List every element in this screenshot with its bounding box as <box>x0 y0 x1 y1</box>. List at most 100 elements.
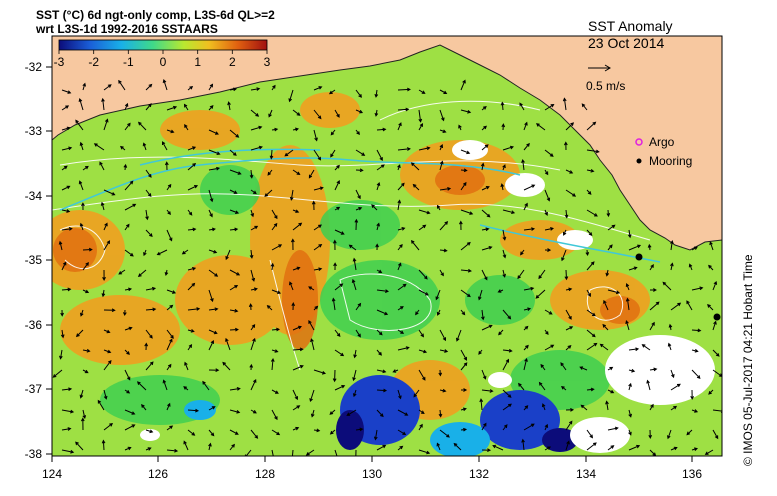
velocity-arrow <box>544 169 549 176</box>
y-tick-label: -35 <box>25 253 43 267</box>
velocity-arrow <box>544 209 548 216</box>
velocity-arrow <box>291 302 296 311</box>
velocity-arrow <box>376 127 387 132</box>
velocity-arrow <box>103 308 116 313</box>
velocity-arrow <box>79 141 84 151</box>
velocity-arrow <box>250 109 260 117</box>
velocity-arrow <box>667 429 672 440</box>
velocity-arrow <box>166 289 177 294</box>
map-date: 23 Oct 2014 <box>588 35 664 51</box>
velocity-arrow <box>122 309 127 317</box>
velocity-arrow <box>82 369 89 374</box>
velocity-arrow <box>355 89 362 98</box>
velocity-arrow <box>309 389 315 403</box>
velocity-arrow <box>334 329 341 338</box>
velocity-arrow <box>410 162 420 171</box>
velocity-arrow <box>518 382 525 391</box>
y-tick-label: -36 <box>25 318 43 332</box>
velocity-arrow <box>418 224 427 231</box>
velocity-arrow <box>460 427 468 432</box>
velocity-arrow <box>376 222 380 231</box>
velocity-arrow <box>502 358 509 371</box>
colorbar: -3 -2 -1 0 1 2 3 <box>54 39 271 69</box>
velocity-arrow <box>560 362 567 371</box>
velocity-arrow <box>397 306 404 311</box>
velocity-arrow <box>334 349 345 357</box>
velocity-arrow <box>291 449 294 456</box>
velocity-arrow <box>145 189 152 198</box>
velocity-arrow <box>250 324 256 331</box>
velocity-arrow <box>229 169 242 175</box>
velocity-arrow <box>124 223 130 231</box>
velocity-arrow <box>334 180 340 191</box>
velocity-arrow <box>397 346 410 351</box>
velocity-arrow <box>290 238 295 251</box>
velocity-arrow <box>227 101 231 111</box>
velocity-arrow <box>374 109 379 117</box>
velocity-arrow <box>313 243 323 251</box>
velocity-arrow <box>439 269 444 277</box>
velocity-arrow <box>628 368 636 373</box>
velocity-arrow <box>492 444 504 451</box>
velocity-arrow <box>376 349 382 356</box>
velocity-arrow <box>351 278 357 291</box>
velocity-arrow <box>392 369 399 373</box>
velocity-arrow <box>607 289 621 295</box>
velocity-arrow <box>313 186 324 191</box>
australian-coastline <box>52 36 722 251</box>
velocity-arrow <box>334 283 344 291</box>
velocity-arrow <box>348 244 357 251</box>
velocity-arrow <box>305 449 315 456</box>
velocity-arrow <box>103 84 112 91</box>
velocity-arrow <box>145 103 152 111</box>
velocity-arrow <box>166 183 172 191</box>
velocity-arrow <box>502 389 512 398</box>
velocity-arrow <box>137 269 147 277</box>
velocity-arrow <box>346 409 357 416</box>
velocity-arrow <box>586 261 595 271</box>
velocity-arrow <box>607 389 615 394</box>
velocity-arrow <box>79 222 84 231</box>
velocity-arrow <box>603 299 609 311</box>
x-tick-label: 134 <box>576 467 596 481</box>
velocity-arrow <box>397 199 402 211</box>
velocity-arrow <box>292 209 300 213</box>
velocity-arrow <box>352 369 357 382</box>
velocity-arrow <box>691 409 699 413</box>
velocity-arrow <box>103 329 111 334</box>
velocity-arrow <box>166 129 175 134</box>
velocity-arrow <box>208 149 221 155</box>
velocity-arrow <box>605 400 609 411</box>
velocity-arrow <box>292 127 299 132</box>
velocity-arrow <box>397 243 403 251</box>
velocity-arrow <box>502 209 516 214</box>
velocity-arrow <box>333 262 337 271</box>
velocity-arrow <box>292 405 301 411</box>
velocity-arrow <box>565 420 573 431</box>
velocity-arrow <box>101 97 105 111</box>
velocity-arrow <box>166 329 174 339</box>
velocity-arrow <box>544 309 553 315</box>
velocity-arrow <box>103 118 109 131</box>
velocity-arrow <box>565 169 574 174</box>
velocity-arrow <box>78 180 84 191</box>
velocity-arrow <box>271 429 281 436</box>
velocity-arrow <box>607 445 615 451</box>
velocity-arrow <box>481 209 491 218</box>
velocity-arrow <box>709 241 714 251</box>
velocity-arrow <box>166 363 172 371</box>
velocity-arrow <box>439 429 450 438</box>
velocity-arrow <box>649 449 657 456</box>
velocity-arrow <box>481 269 488 281</box>
velocity-arrow <box>691 246 698 251</box>
velocity-arrow <box>124 369 131 381</box>
velocity-arrow <box>376 309 389 316</box>
velocity-arrow <box>565 440 570 451</box>
velocity-arrow <box>229 327 239 332</box>
velocity-arrow <box>691 369 701 379</box>
velocity-arrow <box>625 297 630 311</box>
velocity-arrow <box>481 324 493 331</box>
velocity-arrow <box>313 369 327 375</box>
velocity-arrow <box>585 249 590 257</box>
velocity-arrow <box>103 189 116 196</box>
